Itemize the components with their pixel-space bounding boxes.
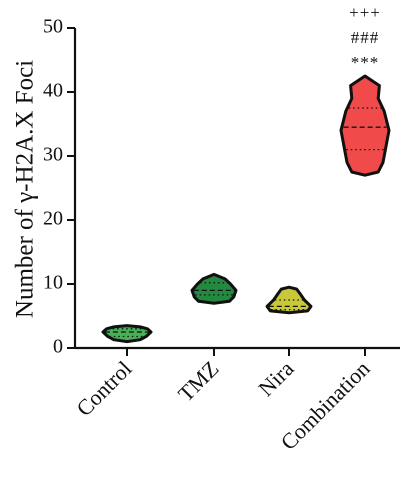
x-category-label: Nira <box>253 356 298 401</box>
significance-marker: +++ <box>349 3 381 22</box>
y-tick-label: 0 <box>53 336 63 358</box>
significance-marker: ### <box>351 28 380 47</box>
y-tick-label: 30 <box>43 144 63 166</box>
violin-control <box>101 324 153 344</box>
significance-annotations: +++ ### *** <box>349 3 381 72</box>
y-tick-label: 10 <box>43 272 63 294</box>
axes-layer <box>73 28 400 356</box>
y-tick-label: 40 <box>43 80 63 102</box>
y-tick-label: 20 <box>43 208 63 230</box>
y-axis-title: Number of γ-H2A.X Foci <box>12 60 39 318</box>
significance-marker: *** <box>351 53 380 72</box>
violins-layer <box>101 74 391 344</box>
x-category-label: Control <box>71 356 136 421</box>
x-category-label: TMZ <box>173 356 224 407</box>
y-ticks-layer: 0 10 20 30 40 50 <box>43 16 75 358</box>
violin-tmz <box>190 272 238 305</box>
violin-combination <box>339 74 391 177</box>
y-tick-label: 50 <box>43 16 63 38</box>
